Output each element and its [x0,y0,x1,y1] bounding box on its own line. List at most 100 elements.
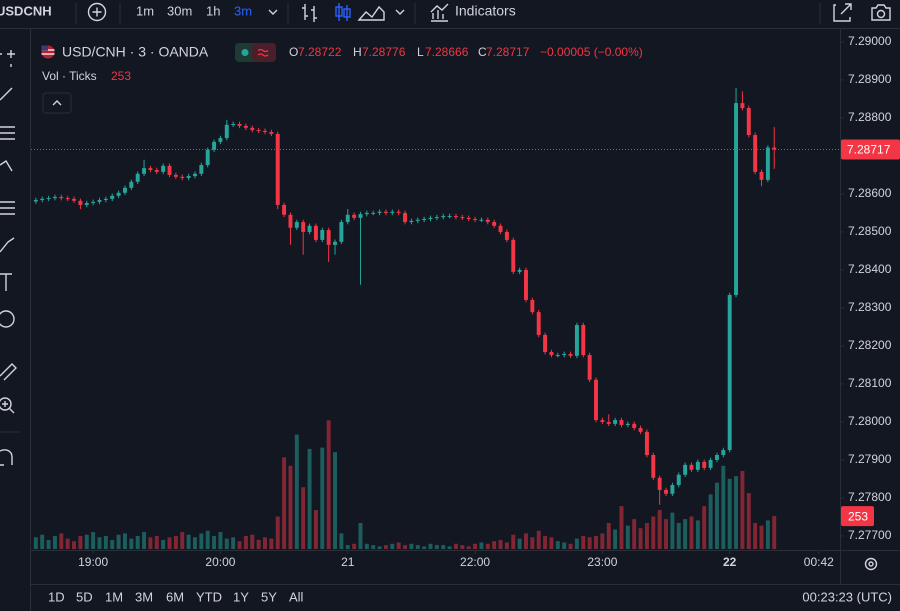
volume-bar [218,532,223,549]
range-button[interactable]: 6M [166,589,184,604]
brush-tool[interactable] [0,237,15,253]
indicators-icon[interactable] [430,3,449,22]
volume-bar [294,434,299,549]
bars-icon[interactable] [302,4,317,22]
candle-body [734,103,739,296]
volume-bar [269,538,274,549]
candle-body [511,239,516,272]
volume-bar [511,534,516,549]
low-value: 7.28666 [425,45,469,59]
candle-body [122,187,127,193]
camera-icon[interactable] [871,4,891,21]
candle-body [52,196,57,199]
pattern-tool[interactable] [0,160,13,172]
candle-body [727,295,732,451]
candle-body [632,423,637,429]
candle-body [148,168,153,170]
volume-bar [753,523,758,549]
market-status[interactable] [235,43,276,62]
candles-icon[interactable] [335,3,351,21]
settings-icon[interactable] [864,557,878,571]
y-tick-label: 7.28500 [848,224,892,238]
volume-bar [600,533,605,549]
volume-bar [524,533,528,549]
range-button[interactable]: YTD [196,589,222,604]
volume-bar [714,482,719,549]
text-tool[interactable] [0,273,12,291]
ruler-tool[interactable] [0,363,17,381]
candles [33,87,777,505]
range-button[interactable]: All [289,589,304,604]
indicators-button[interactable]: Indicators [455,3,516,19]
volume-bar [199,533,204,549]
range-button[interactable]: 3M [135,589,153,604]
volume-bar [664,519,669,549]
volume-value: 253 [111,69,131,83]
plot [31,87,840,549]
chart-type-menu[interactable] [395,9,405,15]
range-bar: 1D 5D 1M 3M 6M YTD 1Y 5Y All [48,589,304,604]
fib-tool[interactable] [0,126,15,140]
magnet-tool[interactable] [0,449,13,466]
volume-bar [441,545,446,549]
volume-bar [504,542,509,549]
snapshot-share[interactable] [833,3,852,22]
interval[interactable]: 30m [167,3,192,18]
volume-bar [415,545,420,549]
volume-bar [52,536,57,549]
candle-body [288,214,293,228]
line-tool[interactable] [0,87,13,101]
volume-bar [142,532,147,549]
candle-body [536,312,541,335]
interval[interactable]: 1m [136,3,154,18]
candle-body [46,198,51,200]
volume-bar [352,543,357,549]
candle-body [97,200,102,202]
candle-body [651,454,656,478]
candle-body [256,130,261,132]
volume-bar [237,541,242,549]
candle-body [84,203,89,205]
volume-bar [581,536,586,549]
interval-active[interactable]: 3m [234,3,252,18]
x-tick-label: 22:00 [460,555,490,569]
volume-bar [345,545,350,549]
crosshair-tool[interactable] [0,50,15,67]
range-button[interactable]: 1Y [233,589,249,604]
volume-bar [250,534,255,549]
volume-bar [447,546,452,549]
candle-body [549,352,554,356]
zoom-tool[interactable] [0,397,15,414]
emoji-tool[interactable] [0,310,15,328]
interval-menu[interactable] [268,9,278,15]
candle-body [78,200,83,205]
range-button[interactable]: 5D [76,589,93,604]
candle-body [142,168,147,174]
volume-bar [65,538,70,549]
candle-body [237,124,242,126]
add-symbol[interactable] [87,2,107,22]
range-button[interactable]: 1D [48,589,65,604]
symbol[interactable]: USDCNH [0,3,52,18]
volume-bar [129,538,134,549]
candle-body [485,219,490,223]
candle-body [358,214,363,218]
range-button[interactable]: 1M [105,589,123,604]
collapse-legend[interactable] [42,92,72,114]
candle-body [33,200,38,202]
volume-bar [727,478,732,549]
projection-tool[interactable] [0,201,15,215]
candle-body [765,147,770,180]
volume-bar [122,533,127,549]
candle-body [364,212,369,215]
volume-bar [72,541,77,549]
area-icon[interactable] [357,5,385,21]
x-tick-label: 21 [341,555,355,569]
volume-bar [568,543,573,549]
candle-body [307,225,312,232]
candle-body [504,231,509,240]
change-value: −0.00005 (−0.00%) [540,45,643,59]
range-button[interactable]: 5Y [261,589,277,604]
interval[interactable]: 1h [206,3,220,18]
candle-body [167,165,172,175]
